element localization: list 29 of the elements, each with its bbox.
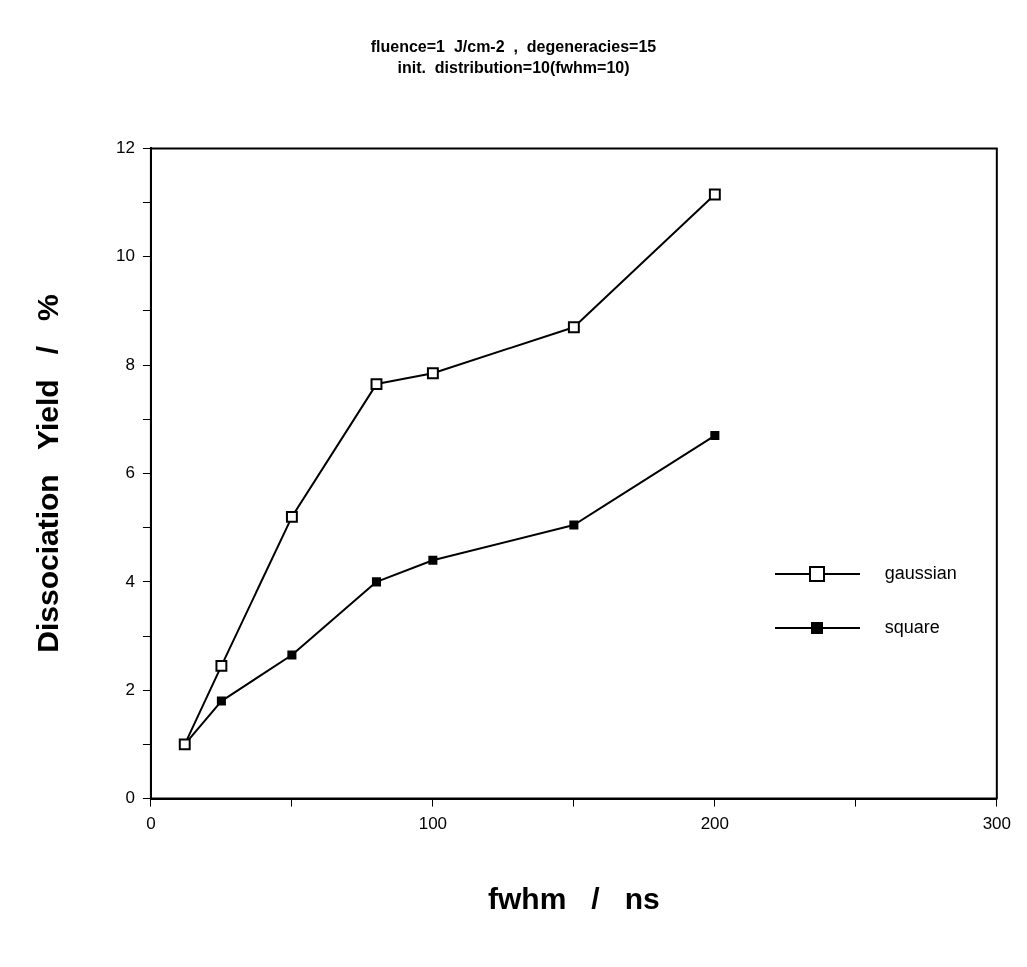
point: [426, 367, 439, 380]
x-tick-label: 0: [146, 814, 156, 834]
point: [285, 510, 298, 523]
point: [710, 431, 720, 441]
point: [216, 696, 226, 706]
y-tick-label: 10: [115, 246, 135, 266]
x-tick-label: 100: [418, 814, 448, 834]
y-tick-label: 6: [125, 463, 135, 483]
x-tick-label: 300: [982, 814, 1012, 834]
x-axis-title: fwhm / ns: [488, 882, 660, 916]
point: [428, 555, 438, 565]
y-tick-label: 8: [125, 354, 135, 374]
point: [371, 577, 382, 587]
y-tick-label: 12: [115, 138, 135, 158]
legend-label: square: [884, 617, 940, 639]
point: [567, 321, 580, 334]
y-axis-title: Dissociation Yield / %: [31, 294, 65, 653]
point: [370, 378, 383, 391]
point: [287, 650, 297, 660]
point: [569, 520, 579, 530]
point: [215, 659, 228, 672]
chart-subtitle: init. distribution=10(fwhm=10): [397, 59, 630, 77]
legend-label: gaussian: [884, 563, 957, 585]
chart-title: fluence=1 J/cm-2 , degeneracies=15: [370, 38, 657, 56]
x-tick-label: 200: [700, 814, 730, 834]
y-tick-label: 4: [125, 571, 135, 591]
y-tick-label: 2: [125, 679, 135, 699]
y-tick-label: 0: [125, 788, 135, 808]
point: [708, 188, 721, 201]
